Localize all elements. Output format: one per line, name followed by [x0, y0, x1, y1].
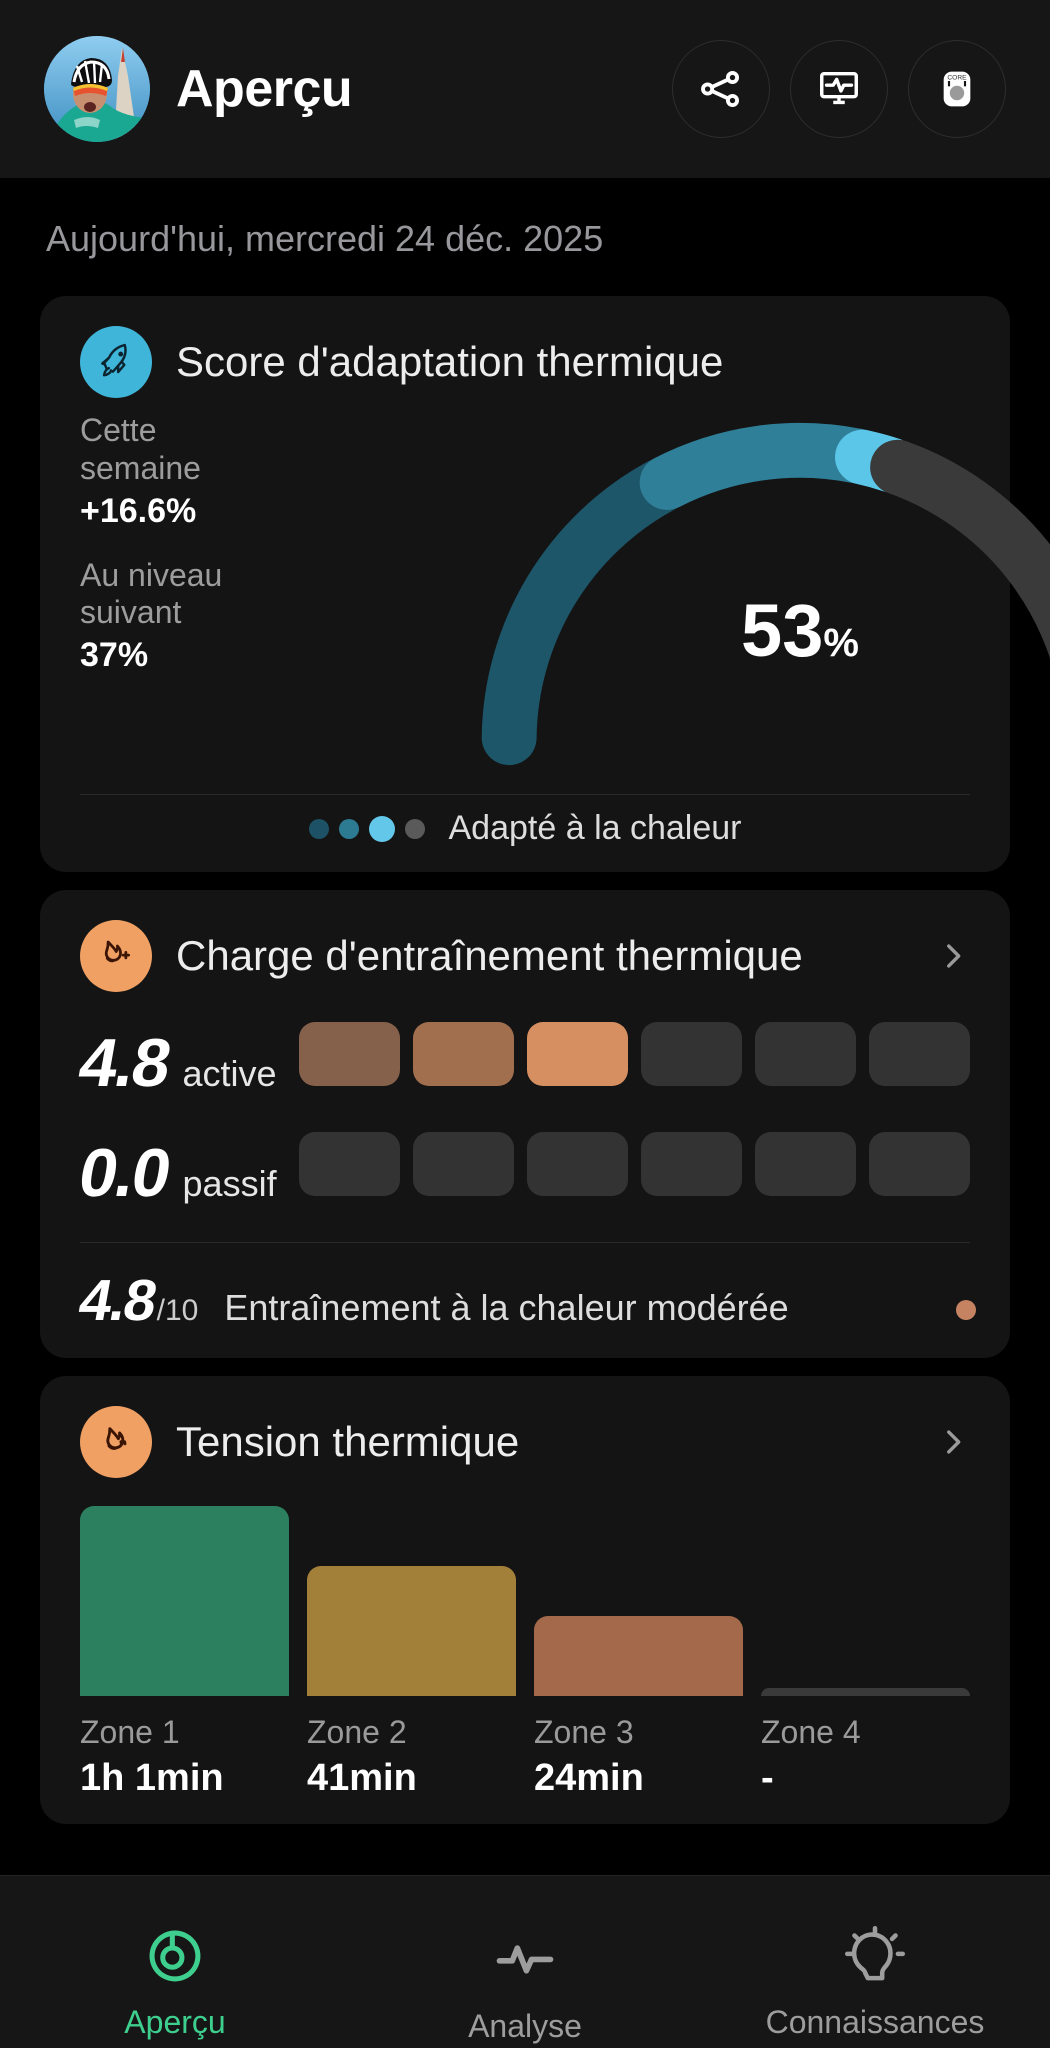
svg-text:CORE: CORE: [947, 75, 967, 82]
